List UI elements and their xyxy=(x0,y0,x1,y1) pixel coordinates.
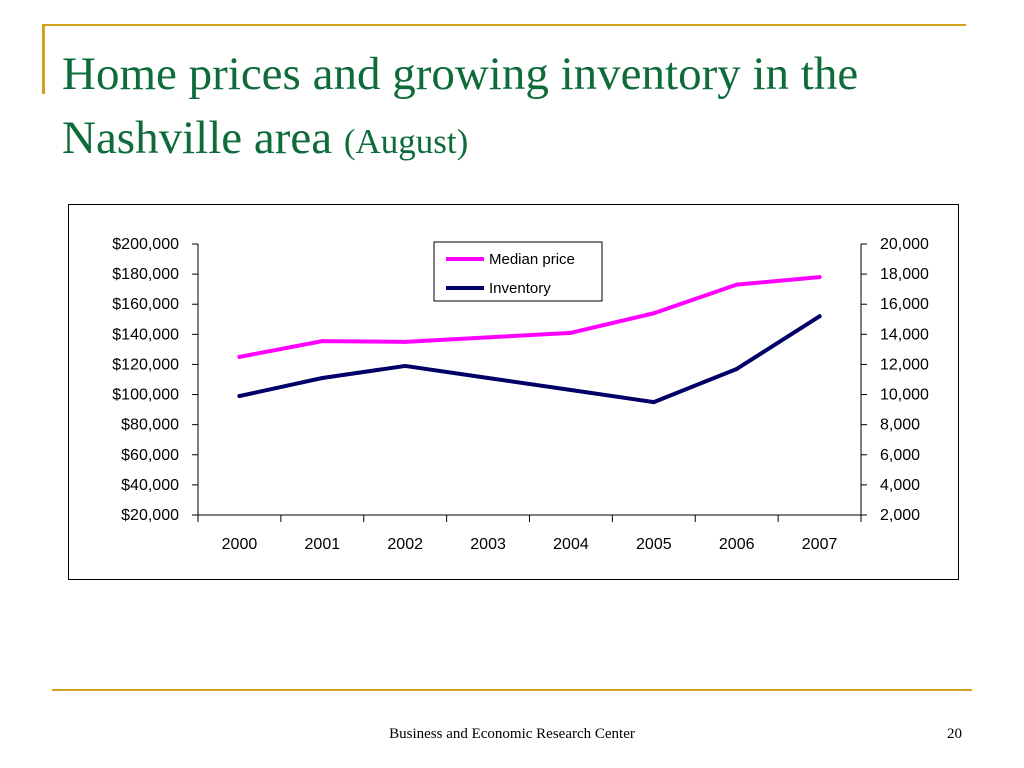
data-point xyxy=(817,314,822,319)
y-right-tick-label: 18,000 xyxy=(880,266,929,283)
y-left-tick-label: $40,000 xyxy=(121,477,179,494)
y-right-tick-label: 8,000 xyxy=(880,417,920,434)
chart-frame: $20,000 $40,000 $60,000 $80,000 $100,000 $120… xyxy=(68,204,959,580)
y-right-tick-label: 2,000 xyxy=(880,507,920,524)
y-left-tick-label: $20,000 xyxy=(121,507,179,524)
data-point xyxy=(403,363,408,368)
y-left-tick-label: $180,000 xyxy=(112,266,179,283)
data-point xyxy=(237,394,242,399)
y-right-tick-label: 4,000 xyxy=(880,477,920,494)
y-right-tick-label: 10,000 xyxy=(880,387,929,404)
y-right-tick-label: 12,000 xyxy=(880,356,929,373)
data-point xyxy=(320,375,325,380)
y-left-tick-label: $120,000 xyxy=(112,356,179,373)
x-tick-label: 2003 xyxy=(470,536,506,553)
data-point xyxy=(320,339,325,344)
data-point xyxy=(734,366,739,371)
data-point xyxy=(486,335,491,340)
y-right-tick-label: 14,000 xyxy=(880,326,929,343)
series-line-inventory xyxy=(237,314,822,405)
slide-accent-vertical xyxy=(42,24,45,94)
data-point xyxy=(237,354,242,359)
x-tick-label: 2001 xyxy=(305,536,341,553)
x-tick-label: 2006 xyxy=(719,536,755,553)
data-point xyxy=(734,282,739,287)
data-point xyxy=(568,388,573,393)
y-right-tick-label: 6,000 xyxy=(880,447,920,464)
slide-accent-top-rule xyxy=(42,24,966,26)
slide-title-sub: (August) xyxy=(343,122,469,161)
y-left-tick-label: $80,000 xyxy=(121,417,179,434)
data-point xyxy=(486,375,491,380)
y-left-tick-label: $160,000 xyxy=(112,296,179,313)
y-right-tick-label: 20,000 xyxy=(880,236,929,253)
x-tick-label: 2007 xyxy=(802,536,838,553)
x-tick-label: 2004 xyxy=(553,536,589,553)
footer-rule xyxy=(52,689,972,691)
slide-title: Home prices and growing inventory in the… xyxy=(62,42,982,174)
x-tick-label: 2000 xyxy=(222,536,258,553)
legend-label: Median price xyxy=(489,251,575,268)
legend-box xyxy=(433,241,603,302)
y-right-tick-label: 16,000 xyxy=(880,296,929,313)
page-number: 20 xyxy=(947,726,962,742)
legend-label: Inventory xyxy=(489,280,551,297)
y-left-tick-label: $60,000 xyxy=(121,447,179,464)
x-tick-label: 2002 xyxy=(387,536,423,553)
data-point xyxy=(568,330,573,335)
footer-text: Business and Economic Research Center xyxy=(389,726,635,742)
y-left-tick-label: $200,000 xyxy=(112,236,179,253)
data-point xyxy=(651,311,656,316)
y-left-tick-label: $100,000 xyxy=(112,387,179,404)
series-line-median-price xyxy=(237,275,822,359)
y-left-tick-label: $140,000 xyxy=(112,326,179,343)
slide-title-main: Home prices and growing inventory in the… xyxy=(62,48,859,164)
data-point xyxy=(651,400,656,405)
data-point xyxy=(817,275,822,280)
data-point xyxy=(403,339,408,344)
x-tick-label: 2005 xyxy=(636,536,672,553)
line-chart: $20,000 $40,000 $60,000 $80,000 $100,000 $120… xyxy=(112,236,929,553)
